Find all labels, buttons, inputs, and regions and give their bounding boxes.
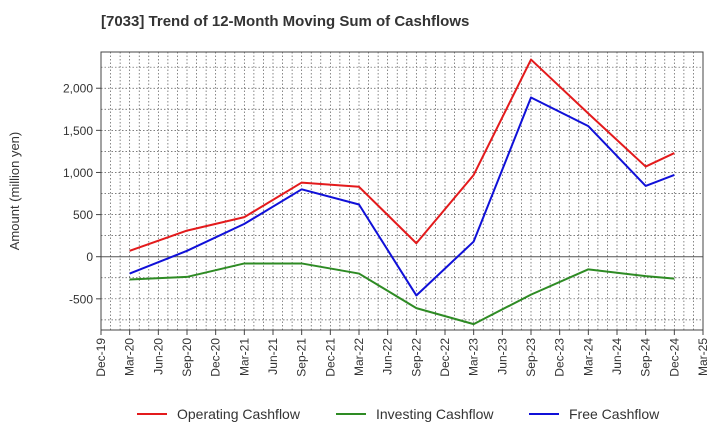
grid bbox=[101, 52, 703, 330]
plot-background bbox=[101, 52, 703, 330]
x-tick-label: Jun-24 bbox=[610, 338, 624, 375]
x-tick-label: Dec-22 bbox=[438, 338, 452, 377]
x-tick-label: Mar-21 bbox=[237, 338, 251, 376]
x-tick-label: Mar-22 bbox=[352, 338, 366, 376]
legend-label: Operating Cashflow bbox=[177, 406, 301, 422]
x-tick-label: Dec-23 bbox=[553, 338, 567, 377]
x-tick-label: Sep-23 bbox=[524, 338, 538, 377]
x-tick-label: Sep-22 bbox=[409, 338, 423, 377]
x-tick-label: Mar-23 bbox=[467, 338, 481, 376]
series-line-investing-cashflow bbox=[129, 262, 675, 326]
x-tick-label: Dec-24 bbox=[667, 338, 681, 377]
y-axis-label: Amount (million yen) bbox=[7, 132, 22, 251]
x-tick-label: Sep-21 bbox=[295, 338, 309, 377]
x-tick-label: Sep-24 bbox=[639, 338, 653, 377]
x-tick-label: Jun-20 bbox=[151, 338, 165, 375]
plot-frame bbox=[100, 51, 704, 331]
y-axis: -500 0 500 1,000 1,500 2,000 bbox=[63, 82, 101, 306]
legend: Operating Cashflow Investing Cashflow Free… bbox=[137, 406, 660, 422]
legend-label: Free Cashflow bbox=[569, 406, 660, 422]
series-line-operating-cashflow bbox=[129, 58, 675, 252]
x-tick-label: Mar-24 bbox=[581, 338, 595, 376]
x-axis: Dec-19 Mar-20 Jun-20 Sep-20 Dec-20 Mar-21 Jun-… bbox=[94, 330, 710, 377]
x-tick-label: Jun-21 bbox=[266, 338, 280, 375]
x-tick-label: Mar-25 bbox=[696, 338, 710, 376]
y-tick-label: 500 bbox=[73, 208, 93, 222]
x-tick-label: Dec-19 bbox=[94, 338, 108, 377]
series-lines bbox=[129, 58, 675, 326]
legend-label: Investing Cashflow bbox=[376, 406, 494, 422]
x-tick-label: Dec-21 bbox=[323, 338, 337, 377]
x-tick-label: Jun-23 bbox=[495, 338, 509, 375]
y-tick-label: 1,500 bbox=[63, 124, 93, 138]
x-tick-label: Dec-20 bbox=[209, 338, 223, 377]
y-tick-label: -500 bbox=[69, 292, 93, 306]
y-tick-label: 1,000 bbox=[63, 166, 93, 180]
chart-title: [7033] Trend of 12-Month Moving Sum of C… bbox=[101, 13, 470, 30]
x-tick-label: Jun-22 bbox=[381, 338, 395, 375]
series-line-free-cashflow bbox=[129, 96, 675, 297]
x-tick-label: Mar-20 bbox=[123, 338, 137, 376]
x-tick-label: Sep-20 bbox=[180, 338, 194, 377]
y-tick-label: 0 bbox=[86, 250, 93, 264]
y-tick-label: 2,000 bbox=[63, 82, 93, 96]
